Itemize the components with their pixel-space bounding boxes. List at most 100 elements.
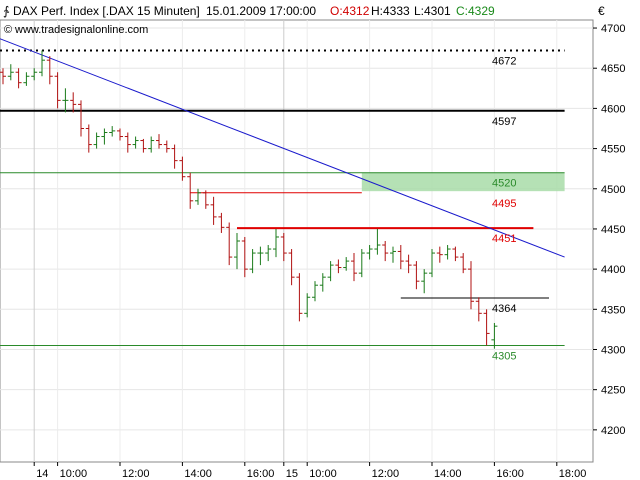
ohlc-bar	[429, 249, 435, 278]
horizontal-levels	[0, 49, 565, 346]
header-high: H:4333	[371, 4, 410, 18]
y-tick-label: 4200	[601, 425, 625, 437]
ohlc-bar	[195, 188, 201, 205]
support-zone	[361, 172, 565, 192]
y-tick-label: 4350	[601, 304, 625, 316]
level-label-4495: 4495	[492, 198, 516, 210]
ohlc-bar	[132, 136, 139, 149]
header-low: L:4301	[414, 4, 451, 18]
x-tick-label: 18:00	[559, 468, 587, 480]
ohlc-bar	[234, 232, 240, 270]
ohlc-bar	[257, 246, 264, 266]
level-label-4597: 4597	[492, 116, 516, 128]
ohlc-bar	[390, 246, 396, 263]
y-tick-label: 4250	[601, 385, 625, 397]
y-tick-label: 4700	[601, 23, 625, 35]
ohlc-bar	[397, 245, 404, 270]
ohlc-bar	[405, 254, 412, 274]
ohlc-bar	[226, 222, 233, 266]
x-tick-label: 16:00	[247, 468, 275, 480]
ohlc-bar	[109, 126, 116, 137]
ohlc-bar	[280, 232, 287, 262]
zone-layer	[361, 172, 565, 192]
ohlc-bar	[358, 249, 365, 278]
level-label-4520: 4520	[492, 178, 516, 190]
ohlc-bar	[171, 144, 178, 169]
ohlc-bar	[46, 56, 53, 85]
ohlc-bar	[210, 196, 217, 225]
ohlc-bar	[0, 68, 6, 85]
ohlc-bar	[124, 132, 131, 153]
ohlc-bar	[460, 253, 467, 274]
ohlc-bar	[468, 261, 474, 310]
ohlc-bar	[421, 269, 428, 294]
ohlc-bar	[202, 190, 209, 209]
ohlc-bar	[78, 100, 84, 137]
ohlc-bar	[93, 132, 100, 149]
x-tick-label: 10:00	[60, 468, 88, 480]
ohlc-bar	[85, 124, 92, 153]
ohlc-bar	[483, 309, 490, 346]
y-tick-label: 4300	[601, 344, 625, 356]
level-label-4451: 4451	[492, 233, 516, 245]
y-tick-label: 4650	[601, 63, 625, 75]
downtrend-line	[0, 38, 565, 258]
y-tick-label: 4600	[601, 103, 625, 115]
ohlc-bar	[475, 297, 482, 322]
header-open: O:4312	[330, 4, 370, 18]
ohlc-bar	[156, 134, 162, 149]
x-tick-label: 14:00	[434, 468, 462, 480]
ohlc-bar	[7, 64, 14, 81]
ohlc-bar	[319, 273, 326, 292]
grid-lines	[0, 20, 593, 462]
currency-label: €	[598, 4, 605, 18]
ohlc-bar	[39, 50, 45, 77]
ohlc-bar	[452, 246, 459, 262]
ohlc-bar	[31, 68, 38, 81]
ohlc-bar	[366, 245, 373, 260]
header-datetime: 15.01.2009 17:00:00	[206, 4, 316, 18]
trendline-layer	[0, 38, 565, 258]
ohlc-bar	[296, 273, 303, 322]
instrument-icon: ∱	[3, 4, 10, 18]
ohlc-bar	[288, 249, 295, 286]
x-axis: 14 10:00 12:00 14:00 16:00 15 10:00 12:00 14:00 1…	[33, 462, 587, 480]
ohlc-bar	[343, 257, 350, 271]
ohlc-bar	[265, 245, 272, 262]
x-tick-label: 14	[36, 468, 48, 480]
level-label-4305: 4305	[492, 350, 516, 362]
source-text: www.tradesignalonline.com	[14, 24, 148, 36]
x-tick-label: 12:00	[122, 468, 150, 480]
ohlc-bar	[382, 241, 389, 262]
y-tick-label: 4400	[601, 264, 625, 276]
x-tick-label: 16:00	[496, 468, 524, 480]
ohlc-bar	[15, 68, 22, 89]
ohlc-bar	[304, 293, 311, 318]
y-tick-label: 4450	[601, 224, 625, 236]
ohlc-bar	[70, 92, 77, 113]
ohlc-bar	[101, 128, 108, 145]
x-tick-label: 15	[286, 468, 298, 480]
level-label-4672: 4672	[492, 56, 516, 68]
ohlc-bar	[444, 245, 451, 260]
ohlc-bar	[23, 72, 30, 86]
ohlc-bar	[491, 322, 498, 349]
ohlc-bar	[249, 249, 256, 274]
ohlc-bars	[0, 50, 498, 349]
ohlc-bar	[117, 128, 123, 141]
ohlc-bar	[273, 228, 279, 258]
y-tick-label: 4550	[601, 144, 625, 156]
ohlc-bar	[241, 236, 248, 278]
ohlc-bar	[327, 261, 334, 282]
ohlc-bar	[62, 88, 69, 113]
header-close: C:4329	[456, 4, 495, 18]
ohlc-bar	[374, 228, 381, 255]
x-tick-label: 12:00	[372, 468, 400, 480]
ohlc-bar	[413, 261, 420, 290]
ohlc-bar	[179, 156, 186, 181]
ohlc-bar	[54, 72, 61, 109]
y-axis: 4700 4650 4600 4550 4500 4450 4400 4350 4300 4250…	[593, 23, 625, 437]
ohlc-bar	[218, 212, 225, 233]
header-instrument: DAX Perf. Index [.DAX 15 Minuten]	[13, 4, 200, 18]
